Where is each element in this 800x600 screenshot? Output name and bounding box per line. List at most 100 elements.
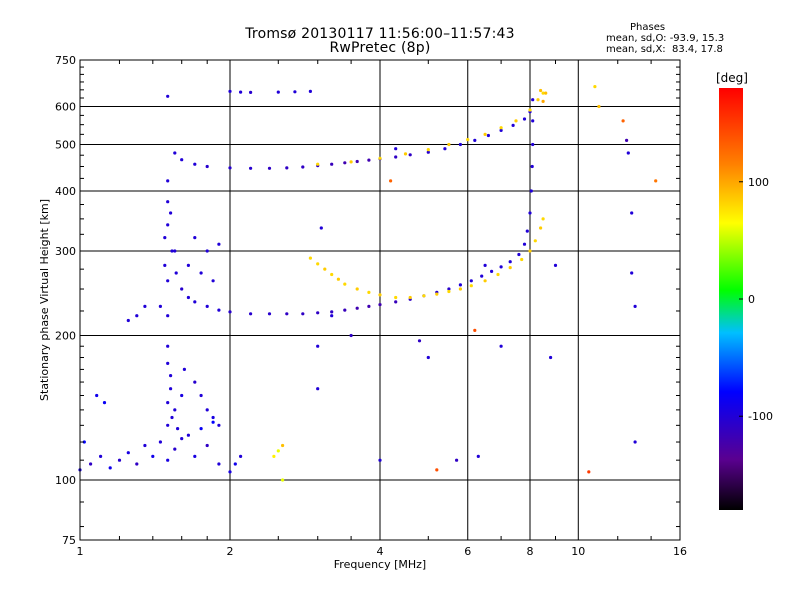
echo-point bbox=[473, 328, 477, 332]
echo-point bbox=[82, 440, 86, 444]
echo-point bbox=[394, 295, 398, 300]
colorbar-tick-label: -100 bbox=[748, 410, 773, 423]
echo-point bbox=[330, 272, 334, 277]
echo-point bbox=[126, 318, 130, 323]
echo-point bbox=[276, 449, 280, 453]
echo-point bbox=[205, 164, 209, 169]
echo-point bbox=[163, 263, 167, 267]
echo-points bbox=[78, 85, 658, 482]
echo-point bbox=[199, 427, 203, 431]
echo-point bbox=[180, 287, 184, 291]
echo-point bbox=[166, 179, 170, 183]
echo-point bbox=[330, 162, 334, 166]
echo-point bbox=[199, 271, 203, 275]
echo-point bbox=[117, 458, 122, 462]
echo-point bbox=[544, 91, 548, 95]
echo-point bbox=[469, 284, 473, 288]
phase-heading: Phases bbox=[630, 22, 666, 33]
echo-point bbox=[367, 158, 371, 162]
echo-point bbox=[228, 166, 232, 170]
echo-point bbox=[630, 211, 634, 215]
echo-point bbox=[508, 260, 512, 264]
phase-statistics: Phases mean, sd,O: -93.9, 15.3 mean, sd,… bbox=[600, 22, 800, 55]
echo-point bbox=[180, 437, 184, 441]
echo-point bbox=[180, 158, 184, 162]
echo-point bbox=[205, 249, 209, 253]
plot-frame bbox=[79, 59, 681, 541]
echo-point bbox=[211, 279, 215, 283]
echo-point bbox=[520, 257, 524, 262]
y-tick-label: 300 bbox=[55, 245, 76, 258]
echo-point bbox=[108, 466, 112, 470]
echo-point bbox=[394, 147, 398, 151]
echo-point bbox=[267, 166, 272, 170]
echo-point bbox=[166, 279, 170, 283]
echo-point bbox=[166, 458, 170, 462]
echo-point bbox=[541, 99, 545, 103]
echo-point bbox=[99, 454, 103, 458]
echo-point bbox=[163, 236, 167, 240]
echo-point bbox=[587, 470, 591, 474]
echo-point bbox=[319, 226, 323, 230]
echo-point bbox=[308, 256, 312, 260]
echo-point bbox=[343, 161, 347, 165]
echo-point bbox=[633, 304, 637, 308]
echo-point bbox=[367, 290, 371, 294]
echo-point bbox=[180, 393, 184, 398]
x-tick-label: 4 bbox=[377, 545, 384, 558]
colorbar-ticks: 100 0 -100 bbox=[739, 176, 773, 423]
echo-point bbox=[517, 252, 521, 257]
echo-point bbox=[422, 294, 426, 298]
echo-point bbox=[173, 408, 177, 412]
echo-point bbox=[285, 166, 289, 170]
echo-point bbox=[531, 119, 535, 123]
echo-point bbox=[621, 119, 625, 123]
echo-point bbox=[435, 292, 439, 296]
echo-point bbox=[355, 287, 359, 291]
x-axis-ticks: 1 2 4 6 8 10 16 bbox=[77, 60, 687, 558]
echo-point bbox=[528, 249, 532, 253]
echo-point bbox=[539, 88, 543, 93]
echo-point bbox=[249, 90, 253, 94]
echo-point bbox=[530, 164, 534, 169]
x-axis-label: Frequency [MHz] bbox=[334, 558, 426, 571]
echo-point bbox=[239, 90, 243, 94]
colorbar-tick-label: 100 bbox=[748, 176, 769, 189]
echo-point bbox=[211, 415, 215, 420]
echo-point bbox=[499, 265, 503, 269]
echo-point bbox=[249, 166, 253, 170]
echo-point bbox=[533, 239, 537, 243]
echo-point bbox=[193, 380, 197, 384]
echo-point bbox=[158, 304, 162, 308]
echo-point bbox=[193, 300, 197, 304]
echo-point bbox=[135, 462, 139, 466]
echo-point bbox=[549, 355, 553, 360]
y-tick-label: 600 bbox=[55, 101, 76, 114]
echo-point bbox=[367, 304, 371, 308]
echo-point bbox=[403, 152, 408, 156]
echo-point bbox=[143, 443, 147, 448]
echo-point bbox=[193, 236, 197, 240]
echo-point bbox=[466, 138, 470, 142]
echo-point bbox=[447, 287, 451, 291]
grid-lines bbox=[80, 60, 680, 540]
echo-point bbox=[281, 443, 285, 448]
echo-point bbox=[173, 151, 177, 155]
echo-point bbox=[536, 98, 540, 102]
echo-point bbox=[349, 333, 353, 338]
echo-point bbox=[293, 90, 297, 94]
y-tick-label: 500 bbox=[55, 139, 76, 152]
phase-x-stats: mean, sd,X: 83.4, 17.8 bbox=[606, 44, 723, 55]
echo-point bbox=[529, 189, 533, 193]
echo-point bbox=[426, 150, 430, 154]
x-tick-label: 1 bbox=[77, 545, 84, 558]
echo-point bbox=[205, 304, 209, 308]
echo-point bbox=[169, 387, 173, 391]
echo-point bbox=[490, 269, 494, 273]
echo-point bbox=[486, 133, 490, 138]
echo-point bbox=[316, 262, 320, 266]
echo-point bbox=[539, 226, 543, 230]
echo-point bbox=[355, 159, 359, 164]
echo-point bbox=[135, 314, 139, 318]
echo-point bbox=[541, 91, 545, 95]
